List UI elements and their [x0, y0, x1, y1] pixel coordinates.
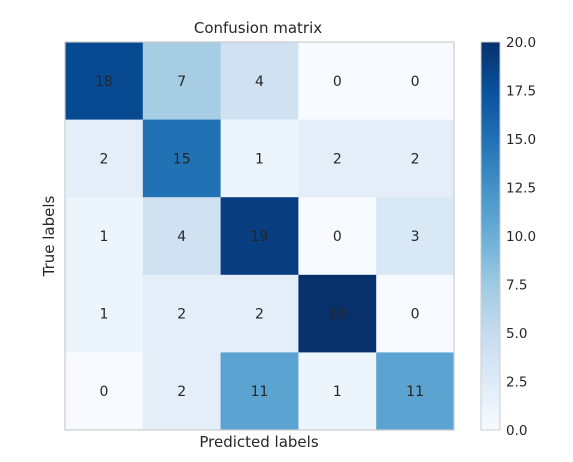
cell-r4-c3: [298, 352, 377, 431]
cell-r1-c4: [376, 119, 455, 198]
cell-label-r0-c0: 18: [95, 74, 113, 90]
cell-label-r3-c1: 2: [177, 307, 186, 323]
colorbar-tick-label-8: 20.0: [506, 35, 536, 51]
colorbar-tick-label-0: 0.0: [506, 423, 527, 439]
cell-r1-c1: [142, 119, 222, 198]
cell-r2-c0: [65, 197, 144, 276]
cell-r3-c2: [220, 274, 299, 353]
cell-r4-c2: [220, 352, 299, 431]
cell-r1-c3: [298, 119, 377, 198]
cell-label-r3-c0: 1: [99, 307, 108, 323]
colorbar-tick-label-3: 7.5: [506, 278, 527, 294]
matrix-cells: 18 7 4 0 02 15 1 2 21 4 19 0 31 2 2 20 00 2 11 1 11: [65, 42, 455, 431]
cell-r1-c2: [220, 119, 299, 198]
cell-label-r4-c3: 1: [333, 384, 342, 400]
colorbar: [480, 41, 501, 431]
cell-label-r1-c3: 2: [333, 151, 342, 167]
cell-r4-c4: [376, 352, 455, 431]
cell-label-r0-c3: 0: [333, 74, 342, 90]
cell-r2-c3: [298, 197, 377, 276]
cell-label-r1-c1: 15: [173, 151, 191, 167]
y-axis-label: True labels: [40, 195, 58, 277]
matrix-frame: [64, 41, 455, 431]
cell-r3-c0: [65, 274, 144, 353]
colorbar-tick-label-5: 12.5: [506, 181, 536, 197]
cell-label-r2-c2: 19: [251, 229, 269, 245]
cell-label-r4-c0: 0: [99, 384, 108, 400]
cell-label-r2-c4: 3: [411, 229, 420, 245]
cell-r2-c4: [376, 197, 455, 276]
cell-label-r4-c1: 2: [177, 384, 186, 400]
x-axis-label: Predicted labels: [199, 433, 318, 451]
cell-label-r3-c4: 0: [411, 307, 420, 323]
cell-label-r0-c2: 4: [255, 74, 264, 90]
cell-label-r2-c3: 0: [333, 229, 342, 245]
cell-r3-c1: [142, 274, 222, 353]
colorbar-tick-label-1: 2.5: [506, 375, 527, 391]
cell-label-r1-c0: 2: [99, 151, 108, 167]
cell-label-r3-c3: 20: [328, 307, 346, 323]
cell-label-r2-c1: 4: [177, 229, 186, 245]
cell-r2-c2: [220, 197, 299, 276]
colorbar-tick-label-2: 5.0: [506, 326, 527, 342]
cell-r0-c1: [142, 42, 222, 121]
cell-r4-c0: [65, 352, 144, 431]
colorbar-tick-label-6: 15.0: [506, 132, 536, 148]
chart-title: Confusion matrix: [194, 19, 322, 37]
cell-r0-c2: [220, 42, 299, 121]
cell-label-r2-c0: 1: [99, 229, 108, 245]
cell-r3-c4: [376, 274, 455, 353]
colorbar-ticks: 0.0 2.5 5.0 7.5 10.0 12.5 15.0 17.5 20.0: [506, 35, 536, 439]
cell-label-r1-c4: 2: [411, 151, 420, 167]
cell-label-r0-c4: 0: [411, 74, 420, 90]
cell-r1-c0: [65, 119, 144, 198]
cell-r2-c1: [142, 197, 222, 276]
cell-r3-c3: [298, 274, 377, 353]
colorbar-tick-label-4: 10.0: [506, 229, 536, 245]
cell-r0-c4: [376, 42, 455, 121]
cell-label-r1-c2: 1: [255, 151, 264, 167]
colorbar-tick-label-7: 17.5: [506, 84, 536, 100]
cell-r4-c1: [142, 352, 222, 431]
cell-label-r4-c4: 11: [406, 384, 424, 400]
cell-r0-c0: [65, 42, 144, 121]
cell-label-r0-c1: 7: [177, 74, 186, 90]
cell-label-r3-c2: 2: [255, 307, 264, 323]
cell-label-r4-c2: 11: [251, 384, 269, 400]
cell-r0-c3: [298, 42, 377, 121]
